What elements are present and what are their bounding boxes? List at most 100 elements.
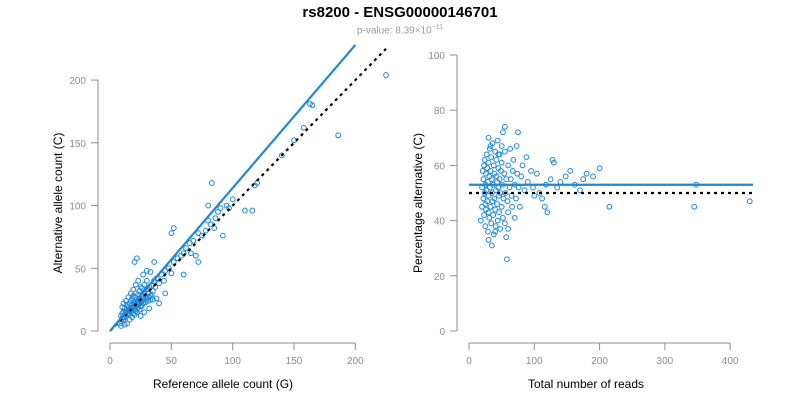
left-data-point <box>208 180 215 186</box>
left-data-point <box>119 304 126 311</box>
left-data-point <box>153 295 160 302</box>
left-data-point <box>146 305 153 312</box>
left-y-tick-label: 200 <box>69 76 86 87</box>
right-data-point <box>502 123 508 130</box>
right-data-point <box>487 203 494 210</box>
right-data-point <box>481 212 487 218</box>
right-data-point <box>590 173 596 180</box>
right-data-point <box>577 187 583 194</box>
right-data-point <box>490 231 497 238</box>
right-data-point <box>485 228 491 235</box>
right-data-point <box>497 225 504 232</box>
right-data-point <box>513 195 519 202</box>
right-data-point <box>580 176 587 183</box>
right-data-point <box>562 173 569 180</box>
right-points <box>477 123 753 263</box>
right-data-point <box>505 209 512 216</box>
right-data-point <box>523 154 530 161</box>
left-data-point <box>148 291 155 298</box>
right-data-point <box>496 209 502 216</box>
left-data-point <box>137 313 144 319</box>
left-data-point <box>212 215 219 221</box>
right-data-point <box>495 151 502 158</box>
left-data-point <box>217 205 224 211</box>
right-data-point <box>480 195 487 202</box>
right-data-point <box>521 187 528 194</box>
left-data-point <box>151 259 158 265</box>
right-data-point <box>503 234 510 241</box>
right-data-point <box>519 162 526 169</box>
right-data-point <box>485 209 492 216</box>
right-data-point <box>501 170 508 177</box>
left-data-point <box>192 252 199 259</box>
right-data-point <box>541 203 548 210</box>
left-data-point <box>309 102 316 109</box>
right-data-point <box>567 168 574 174</box>
left-data-point <box>156 300 162 307</box>
right-data-point <box>477 217 484 224</box>
pvalue-exponent: −11 <box>431 24 444 31</box>
right-data-point <box>481 156 488 163</box>
right-x-tick-label: 100 <box>526 356 543 367</box>
right-data-point <box>498 159 505 166</box>
right-x-axis-title: Total number of reads <box>528 377 644 391</box>
right-data-point <box>488 190 495 196</box>
left-data-point <box>168 270 175 277</box>
right-data-point <box>494 201 500 207</box>
right-data-point <box>488 154 495 161</box>
right-data-point <box>606 203 613 210</box>
right-data-point <box>487 143 494 149</box>
left-data-point <box>183 245 189 252</box>
right-y-tick-label: 60 <box>434 161 446 172</box>
right-data-point <box>485 237 492 243</box>
right-data-point <box>488 242 495 249</box>
left-data-point <box>278 152 285 159</box>
left-data-point <box>188 250 194 257</box>
left-data-point <box>383 72 389 78</box>
right-data-point <box>487 168 494 174</box>
left-x-tick-label: 150 <box>286 356 303 367</box>
right-y-tick-label: 40 <box>434 217 446 228</box>
right-y-tick-label: 80 <box>434 106 446 117</box>
left-x-tick-label: 100 <box>224 356 241 367</box>
right-data-point <box>486 214 493 221</box>
right-data-point <box>492 228 499 235</box>
right-y-tick-label: 20 <box>434 272 446 283</box>
right-data-point <box>502 148 508 155</box>
right-data-point <box>493 156 500 163</box>
left-data-point <box>130 286 137 293</box>
left-data-point <box>335 132 342 139</box>
right-data-point <box>518 173 525 180</box>
right-data-point <box>509 168 516 174</box>
right-y-tick-label: 100 <box>428 51 445 62</box>
pvalue-text: p-value: 8.39×10 <box>356 25 432 37</box>
right-data-point <box>746 198 753 205</box>
left-data-point <box>190 237 197 244</box>
right-data-point <box>550 159 557 166</box>
right-data-point <box>485 159 492 166</box>
right-data-point <box>515 129 521 136</box>
left-data-point <box>249 207 256 214</box>
left-data-point <box>118 323 124 329</box>
left-y-tick-label: 150 <box>69 139 86 150</box>
left-data-point <box>134 255 140 262</box>
right-data-point <box>528 168 534 174</box>
left-fit-line <box>109 44 357 332</box>
right-data-point <box>504 198 511 205</box>
right-data-point <box>583 170 590 177</box>
right-data-point <box>492 206 499 213</box>
left-data-point <box>242 207 248 214</box>
pvalue-subtitle: p-value: 8.39×10−11 <box>0 24 800 36</box>
left-y-tick-label: 0 <box>80 327 86 338</box>
right-data-point <box>544 209 551 216</box>
right-data-point <box>483 151 490 158</box>
right-y-axis-title: Percentage alternative (C) <box>411 133 425 273</box>
right-data-point <box>513 143 520 149</box>
right-data-point <box>480 176 487 183</box>
right-data-point <box>498 143 505 149</box>
right-data-point <box>505 162 512 169</box>
right-data-point <box>496 176 503 183</box>
